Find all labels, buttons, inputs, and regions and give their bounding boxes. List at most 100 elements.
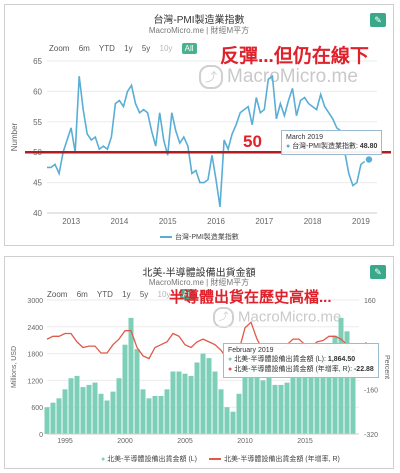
x-tick-label: 2005 [177, 438, 193, 445]
reference-line-label: 50 [243, 132, 262, 151]
legend-line-swatch [160, 236, 172, 239]
yoy-line [46, 321, 354, 366]
zoom-1y-button[interactable]: 1y [122, 290, 131, 299]
bar [194, 362, 200, 434]
bar [326, 344, 332, 434]
bar [110, 391, 116, 434]
zoom-1y-button[interactable]: 1y [124, 44, 133, 53]
bar [266, 375, 272, 434]
zoom-ytd-button[interactable]: YTD [98, 44, 115, 53]
bar [350, 350, 356, 434]
y-tick-label: 2400 [27, 325, 43, 332]
pencil-icon: ✎ [374, 267, 382, 277]
y-tick-label: 40 [33, 209, 42, 218]
bar [140, 389, 146, 434]
bar [68, 378, 74, 434]
y-tick-label: 600 [31, 405, 43, 412]
latest-point-marker [364, 154, 374, 165]
chart2-tooltip-row1-value: 1,864.50 [327, 356, 356, 363]
bar [332, 335, 338, 434]
bar [254, 367, 260, 434]
chart1-legend[interactable]: 台灣-PMI製造業指數 [160, 232, 239, 242]
chart2-legend-label-1: 北美-半導體設備出貨金額 (L) [107, 456, 198, 463]
bar [44, 407, 50, 434]
zoom-6m-button[interactable]: 6m [76, 290, 88, 299]
x-tick-label: 2000 [117, 438, 133, 445]
bar [152, 396, 158, 434]
bar [260, 380, 266, 434]
y-tick-label: 45 [33, 179, 42, 188]
bar [308, 375, 314, 434]
bar [74, 375, 80, 434]
zoom-ytd-button[interactable]: YTD [96, 290, 113, 299]
pmi-chart-panel: 台灣-PMI製造業指數 MacroMicro.me | 財經M平方 ✎ Zoom… [4, 4, 394, 246]
y-tick-label: 0 [39, 432, 43, 439]
bar [278, 384, 284, 434]
chart2-subtitle: MacroMicro.me | 財經M平方 [148, 278, 250, 287]
y2-axis-title: Percent [383, 355, 390, 379]
zoom-all-button[interactable]: All [179, 289, 195, 300]
bar [50, 402, 56, 434]
bar [116, 378, 122, 434]
y-tick-label: 3000 [27, 298, 43, 305]
chart2-edit-button[interactable]: ✎ [370, 265, 386, 279]
chart2-tooltip-row2-label: 北美-半導體設備出貨金額 (年增率, R): [234, 366, 353, 373]
zoom-5y-button[interactable]: 5y [141, 44, 151, 53]
chart1-tooltip-date: March 2019 [286, 134, 323, 141]
bar [86, 384, 92, 434]
chart1-edit-button[interactable]: ✎ [370, 13, 386, 27]
zoom-5y-button[interactable]: 5y [139, 290, 149, 299]
y-axis-title: Number [10, 122, 19, 151]
bar [122, 344, 128, 434]
bar [200, 353, 206, 434]
bar [224, 407, 230, 434]
y2-tick-label: -160 [364, 387, 378, 394]
chart1-legend-label: 台灣-PMI製造業指數 [175, 234, 239, 241]
chart2-tooltip-row2: ● 北美-半導體設備出貨金額 (年增率, R): -22.88 [228, 364, 374, 374]
zoom-10y-button[interactable]: 10y [157, 290, 171, 299]
zoom-all-button[interactable]: All [181, 43, 197, 54]
bar [314, 367, 320, 434]
bar [320, 360, 326, 434]
y-tick-label: 1800 [27, 352, 43, 359]
y2-tick-label: -320 [364, 432, 378, 439]
chart1-tooltip-value: 48.80 [359, 143, 378, 150]
chart2-tooltip-row1: ● 北美-半導體設備出貨金額 (L): 1,864.50 [228, 354, 374, 364]
chart2-title: 北美-半導體設備出貨金額 [142, 268, 256, 279]
chart2-legend[interactable]: ● 北美-半導體設備出貨金額 (L) 北美-半導體設備出貨金額 (年增率, R) [101, 454, 340, 464]
bar [92, 382, 98, 434]
bar [128, 317, 134, 434]
chart2-legend-label-2: 北美-半導體設備出貨金額 (年增率, R) [223, 456, 340, 463]
chart2-tooltip-row2-value: -22.88 [353, 366, 374, 373]
chart1-tooltip: March 2019 ● 台灣-PMI製造業指數: 48.80 [281, 130, 383, 155]
bar [62, 389, 68, 434]
bar [170, 371, 176, 434]
chart2-watermark-text: MacroMicro.me [238, 308, 342, 326]
x-tick-label: 2015 [159, 217, 177, 226]
zoom-10y-button[interactable]: 10y [159, 44, 173, 53]
chart1-zoom-bar: Zoom 6m YTD 1y 5y 10y All [49, 43, 204, 54]
chart2-tooltip: February 2019 ● 北美-半導體設備出貨金額 (L): 1,864.… [223, 343, 379, 378]
bar [242, 367, 248, 434]
bar [272, 384, 278, 434]
zoom-6m-button[interactable]: 6m [78, 44, 90, 53]
bar [56, 398, 62, 434]
series-dot-icon: ● [286, 143, 291, 150]
bar [188, 375, 194, 434]
chart2-plot: 06001200180024003000-320-160016019952000… [11, 298, 390, 445]
bar [218, 389, 224, 434]
x-tick-label: 2016 [207, 217, 225, 226]
macromicro-logo-icon: ⤴ [199, 65, 223, 89]
series-dot-icon: ● [228, 366, 233, 373]
chart1-tooltip-row: ● 台灣-PMI製造業指數: 48.80 [286, 143, 378, 150]
x-tick-label: 2014 [111, 217, 129, 226]
bar [284, 382, 290, 434]
x-tick-label: 2018 [304, 217, 322, 226]
legend-bar-swatch: ● [101, 456, 106, 463]
zoom-label: Zoom [47, 290, 68, 299]
zoom-label: Zoom [49, 44, 70, 53]
chart1-watermark: ⤴ MacroMicro.me [199, 65, 358, 89]
bar [212, 371, 218, 434]
bar [176, 371, 182, 434]
chart2-zoom-bar: Zoom 6m YTD 1y 5y 10y All [47, 289, 202, 300]
